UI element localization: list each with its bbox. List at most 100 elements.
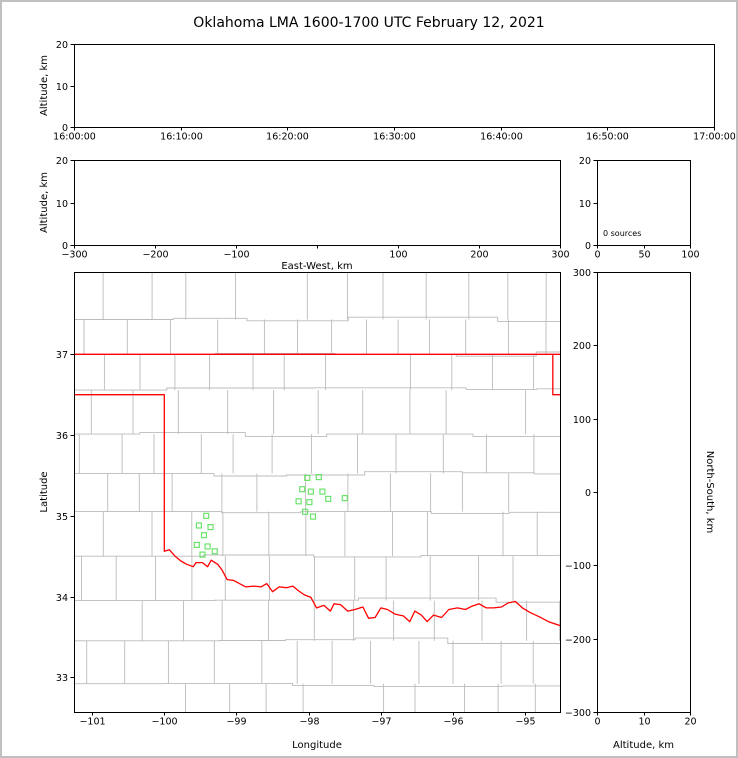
county-line	[74, 471, 560, 477]
x-axis-ticks: 0 10 20	[594, 712, 697, 728]
y-tick-label: 37	[56, 350, 68, 361]
y-tick-label: 200	[573, 341, 591, 352]
x-tick-label: 20	[684, 717, 696, 728]
x-tick-label: 10	[638, 717, 650, 728]
x-tick-label: 200	[470, 250, 488, 261]
axes-frame	[74, 160, 561, 246]
x-tick-label: 16:50:00	[586, 132, 629, 143]
y-axis-label: Altitude, km	[39, 172, 50, 233]
lma-source	[319, 488, 326, 495]
county-line	[74, 597, 560, 603]
axes-frame	[74, 44, 715, 128]
y-tick-label: 0	[62, 241, 68, 252]
x-tick-label: −96	[443, 717, 463, 728]
lma-source	[211, 548, 218, 555]
lma-source	[325, 495, 332, 502]
lma-source	[309, 513, 317, 520]
ns-height-panel: 0 10 20 −300 −200 −100 0 100 200 300 Altitude, km N…	[565, 268, 715, 751]
y-tick-label: −100	[565, 561, 591, 572]
lma-source-points	[193, 474, 348, 558]
x-tick-label: −97	[371, 717, 391, 728]
y-axis-ticks: 0 10 20	[579, 156, 597, 252]
alt-histogram-panel: 0 50 100 0 10 20 0 sources	[579, 156, 700, 261]
x-tick-label: −99	[226, 717, 246, 728]
lma-source	[299, 486, 306, 493]
y-axis-label: Altitude, km	[39, 55, 50, 116]
x-axis-ticks: 0 50 100	[594, 245, 700, 261]
y-tick-label: 34	[56, 593, 68, 604]
x-axis-ticks: 16:00:00 16:10:00 16:20:00 16:30:00 16:40:00…	[53, 127, 736, 143]
county-line	[74, 432, 560, 437]
lma-source	[203, 512, 210, 519]
y-axis-label: North-South, km	[704, 451, 715, 534]
y-tick-label: 20	[579, 156, 591, 167]
y-tick-label: 20	[56, 156, 68, 167]
lma-source	[295, 498, 302, 505]
lma-source	[315, 474, 322, 481]
y-axis-label: Latitude	[39, 471, 50, 512]
x-tick-label: 16:40:00	[480, 132, 523, 143]
y-tick-label: 10	[56, 199, 68, 210]
y-tick-label: 10	[56, 82, 68, 93]
y-tick-label: 0	[585, 488, 591, 499]
county-line	[74, 316, 560, 322]
x-axis-ticks: −300 −200 −100 100 200 300	[61, 245, 570, 261]
lma-source	[199, 551, 206, 558]
x-tick-label: −95	[515, 717, 535, 728]
x-tick-label: −200	[142, 250, 168, 261]
county-line	[74, 554, 560, 558]
time-height-panel: 16:00:00 16:10:00 16:20:00 16:30:00 16:40:00…	[39, 40, 736, 143]
x-tick-label: 100	[681, 250, 699, 261]
x-axis-label: Longitude	[292, 740, 342, 751]
lma-source	[200, 532, 208, 539]
y-tick-label: 0	[62, 123, 68, 134]
y-tick-label: 10	[579, 199, 591, 210]
y-tick-label: −200	[565, 635, 591, 646]
y-tick-label: 35	[56, 512, 68, 523]
x-axis-label: Altitude, km	[613, 740, 674, 751]
lma-source	[207, 523, 214, 531]
oklahoma-west-south-border	[74, 394, 560, 627]
x-tick-label: 100	[389, 250, 407, 261]
x-tick-label: 300	[551, 250, 569, 261]
lma-source	[341, 495, 348, 502]
x-tick-label: 0	[594, 250, 600, 261]
x-tick-label: −101	[79, 717, 105, 728]
county-line	[74, 511, 560, 514]
x-tick-label: −98	[299, 717, 319, 728]
lma-source	[204, 543, 211, 550]
county-line	[74, 637, 560, 644]
lma-source	[193, 541, 200, 549]
oklahoma-east-border	[552, 354, 560, 396]
x-tick-label: 0	[594, 717, 600, 728]
x-tick-label: −100	[151, 717, 177, 728]
plot-title: Oklahoma LMA 1600-1700 UTC February 12, …	[193, 15, 545, 31]
x-axis-ticks: −101 −100 −99 −98 −97 −96 −95	[79, 712, 536, 728]
x-tick-label: −100	[223, 250, 249, 261]
y-axis-ticks: 0 10 20	[56, 40, 74, 134]
y-tick-label: −300	[565, 708, 591, 719]
x-axis-label: East-West, km	[281, 261, 352, 272]
county-line	[74, 682, 560, 687]
x-tick-label: −300	[61, 250, 87, 261]
x-tick-label: 16:00:00	[53, 132, 96, 143]
x-tick-label: 17:00:00	[693, 132, 736, 143]
x-tick-label: 50	[638, 250, 650, 261]
lma-source	[307, 488, 314, 495]
lma-source	[195, 522, 202, 529]
x-tick-label: 16:10:00	[160, 132, 203, 143]
lma-source	[302, 508, 309, 515]
x-tick-label: 16:20:00	[266, 132, 309, 143]
state-borders	[74, 353, 560, 627]
y-axis-ticks: 0 10 20	[56, 156, 74, 252]
y-axis-ticks: −300 −200 −100 0 100 200 300	[565, 268, 597, 719]
y-axis-ticks: 33 34 35 36 37	[56, 350, 74, 684]
y-tick-label: 33	[56, 673, 68, 684]
county-line	[74, 387, 560, 391]
axes-frame	[74, 272, 561, 713]
x-tick-label: 16:30:00	[373, 132, 416, 143]
y-tick-label: 300	[573, 268, 591, 279]
axes-frame	[597, 272, 691, 713]
